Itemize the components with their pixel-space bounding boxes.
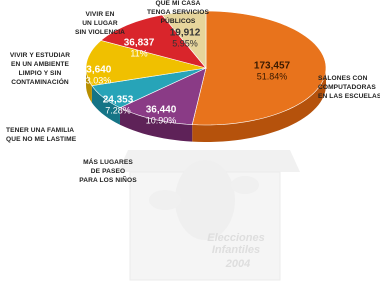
category-label: UN LUGAR: [82, 20, 118, 27]
category-label: DE PASEO: [91, 168, 125, 175]
watermark-text: 2004: [225, 258, 250, 270]
category-label: EN UN AMBIENTE: [11, 61, 69, 68]
category-label: SALONES CON: [318, 75, 368, 82]
category-label: PARA LOS NIÑOS: [79, 175, 137, 184]
category-label: EN LAS ESCUELAS: [318, 93, 380, 100]
category-label: TENGA SERVICIOS: [147, 9, 209, 16]
category-label: TENER UNA FAMILIA: [6, 127, 74, 134]
value-label: 173,457: [254, 61, 291, 72]
category-label: PÚBLICOS: [161, 16, 196, 25]
percent-label: 7.28%: [105, 105, 131, 115]
category-label: QUE MI CASA: [155, 0, 200, 7]
value-label: 19,912: [170, 28, 201, 39]
percent-label: 10.90%: [146, 115, 177, 125]
category-label: VIVIR Y ESTUDIAR: [10, 52, 70, 59]
watermark-text: Infantiles: [212, 244, 260, 256]
percent-label: 13.03%: [81, 75, 112, 85]
category-label: QUE NO ME LASTIME: [6, 136, 77, 143]
chart: EleccionesInfantiles 2004 173,45751.84% 36…: [0, 0, 380, 282]
value-label: 24,353: [103, 95, 134, 106]
value-label: 36,837: [124, 38, 155, 49]
category-label: COMPUTADORAS: [318, 84, 376, 91]
mascot-hand: [231, 176, 259, 194]
category-label: MÁS LUGARES: [83, 157, 133, 166]
category-label: LIMPIO Y SIN: [19, 70, 62, 77]
watermark-text: Elecciones: [207, 232, 264, 244]
category-label: SIN VIOLENCIA: [75, 29, 125, 36]
mascot-hand: [149, 190, 181, 210]
percent-label: 51.84%: [257, 71, 288, 81]
category-label: VIVIR EN: [85, 11, 114, 18]
mascot: [175, 160, 235, 240]
percent-label: 11%: [130, 48, 147, 58]
percent-label: 5.95%: [172, 38, 198, 48]
category-label: CONTAMINACIÓN: [11, 77, 69, 86]
value-label: 43,640: [81, 65, 112, 76]
value-label: 36,440: [146, 105, 177, 116]
